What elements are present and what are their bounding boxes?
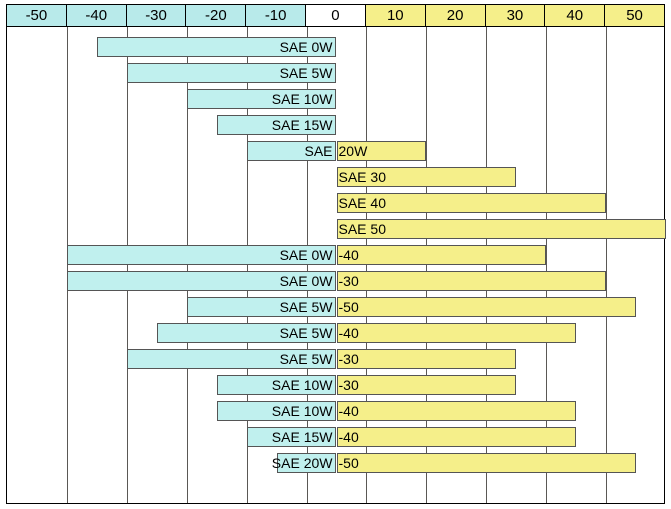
axis-tick-label: -20 xyxy=(186,5,246,26)
bar-row: SAE 10W xyxy=(7,89,664,109)
bar-segment-warm xyxy=(337,167,517,187)
axis-tick-label: 0 xyxy=(306,5,366,26)
axis-tick-label: 40 xyxy=(545,5,605,26)
bar-segment-warm xyxy=(337,323,577,343)
axis-tick-label: 10 xyxy=(366,5,426,26)
bar-segment-warm xyxy=(337,219,667,239)
axis-tick-label: 50 xyxy=(605,5,664,26)
bar-row: SAE 5W-50 xyxy=(7,297,664,317)
bar-row: SAE20W xyxy=(7,141,664,161)
bar-row: SAE 15W xyxy=(7,115,664,135)
bar-segment-warm xyxy=(337,245,547,265)
bar-segment-cold xyxy=(157,323,337,343)
bar-row: SAE 40 xyxy=(7,193,664,213)
bar-segment-cold xyxy=(67,245,337,265)
bar-segment-cold xyxy=(247,427,337,447)
bar-row: SAE 5W xyxy=(7,63,664,83)
axis-tick-label: -50 xyxy=(7,5,67,26)
bar-segment-cold xyxy=(277,453,337,473)
bar-segment-warm xyxy=(337,271,607,291)
bar-row: SAE 5W-40 xyxy=(7,323,664,343)
chart-inner: -50-40-30-20-1001020304050 SAE 0WSAE 5WS… xyxy=(6,4,665,504)
bar-segment-warm xyxy=(337,427,577,447)
bar-segment-cold xyxy=(187,297,337,317)
bar-segment-cold xyxy=(127,349,337,369)
bar-segment-warm xyxy=(337,193,607,213)
bar-row: SAE 30 xyxy=(7,167,664,187)
bar-segment-cold xyxy=(217,115,337,135)
axis-tick-label: 30 xyxy=(486,5,546,26)
bar-segment-warm xyxy=(337,401,577,421)
bar-row: SAE 0W xyxy=(7,37,664,57)
bar-row: SAE 0W-30 xyxy=(7,271,664,291)
bar-segment-cold xyxy=(217,375,337,395)
bar-segment-cold xyxy=(127,63,337,83)
bar-row: SAE 10W-30 xyxy=(7,375,664,395)
bar-segment-warm xyxy=(337,349,517,369)
plot-body: SAE 0W SAE 5W SAE 10W SAE 15W SAE20W SAE 30 SA… xyxy=(7,27,664,503)
axis-tick-label: -10 xyxy=(246,5,306,26)
sae-oil-temperature-chart: -50-40-30-20-1001020304050 SAE 0WSAE 5WS… xyxy=(0,0,671,509)
bar-segment-cold xyxy=(217,401,337,421)
axis-header-row: -50-40-30-20-1001020304050 xyxy=(7,5,664,27)
bar-segment-warm xyxy=(337,453,637,473)
bar-segment-warm xyxy=(337,375,517,395)
axis-tick-label: 20 xyxy=(426,5,486,26)
bar-segment-cold xyxy=(187,89,337,109)
axis-tick-label: -30 xyxy=(127,5,187,26)
bar-segment-warm xyxy=(337,141,427,161)
axis-tick-label: -40 xyxy=(67,5,127,26)
bar-segment-cold xyxy=(67,271,337,291)
bar-row: SAE 10W-40 xyxy=(7,401,664,421)
bar-row: SAE 5W-30 xyxy=(7,349,664,369)
bar-segment-cold xyxy=(97,37,337,57)
bar-segment-cold xyxy=(247,141,337,161)
bar-row: SAE 0W-40 xyxy=(7,245,664,265)
bar-row: SAE 20W-50 xyxy=(7,453,664,473)
bar-row: SAE 15W-40 xyxy=(7,427,664,447)
bar-row: SAE 50 xyxy=(7,219,664,239)
bar-segment-warm xyxy=(337,297,637,317)
